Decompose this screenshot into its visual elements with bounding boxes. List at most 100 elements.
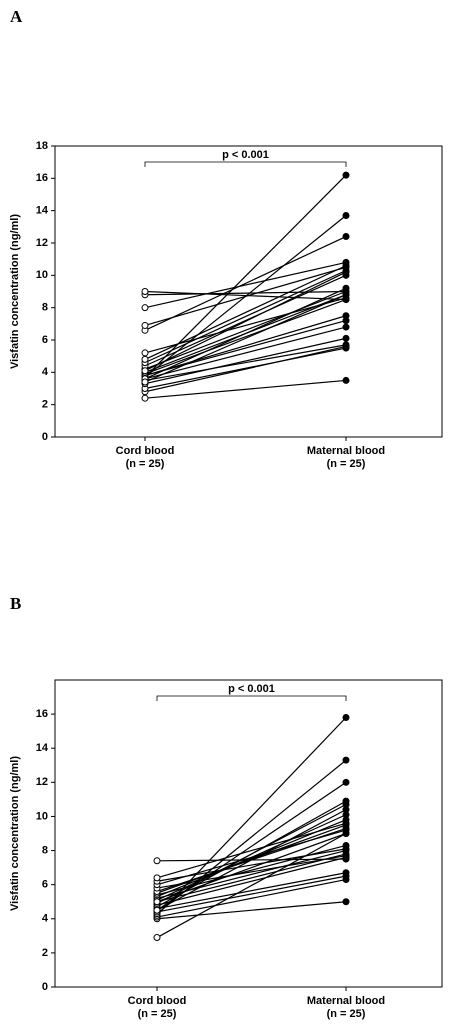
pair-line: [144, 269, 347, 364]
annotation: p < 0.001: [228, 683, 275, 695]
pair-line: [156, 824, 347, 894]
point: [342, 323, 350, 331]
pair-line: [156, 822, 347, 879]
pair-line: [144, 294, 347, 383]
pair-line: [144, 337, 347, 385]
panel-label: A: [10, 7, 23, 26]
point: [342, 341, 350, 349]
x-tick-label: Maternal blood: [307, 445, 385, 457]
pair-line: [144, 297, 347, 354]
x-tick-sublabel: (n = 25): [327, 458, 366, 470]
pair-line: [144, 347, 347, 390]
point: [141, 355, 149, 363]
y-tick-label: 6: [42, 879, 48, 891]
point: [342, 869, 350, 877]
y-tick-label: 14: [36, 742, 49, 754]
point: [342, 284, 350, 292]
point: [342, 845, 350, 853]
y-axis-label: Visfatin concentration (ng/ml): [9, 756, 21, 911]
point: [342, 714, 350, 722]
point: [141, 349, 149, 357]
bracket: [144, 161, 347, 167]
point: [342, 258, 350, 266]
pair-line: [156, 759, 347, 915]
y-tick-label: 16: [36, 708, 48, 720]
point: [141, 367, 149, 375]
y-tick-label: 8: [42, 302, 48, 314]
pair-line: [144, 287, 347, 380]
pair-line: [144, 326, 347, 380]
pair-line: [156, 809, 347, 911]
point: [342, 830, 350, 837]
plot-frame: [54, 145, 443, 438]
pair-line: [144, 261, 347, 309]
pair-line: [144, 315, 347, 377]
point: [141, 288, 149, 295]
pair-line: [144, 299, 347, 375]
pair-line: [156, 848, 347, 882]
point: [153, 934, 161, 942]
point: [342, 171, 350, 179]
pair-line: [156, 875, 347, 913]
y-tick-label: 10: [36, 269, 48, 281]
point: [141, 378, 149, 386]
point: [153, 874, 161, 882]
bracket: [156, 695, 347, 701]
point: [141, 321, 149, 329]
pair-line: [156, 901, 347, 920]
y-tick-label: 2: [42, 947, 48, 959]
pair-line: [144, 379, 347, 399]
y-axis-label: Visfatin concentration (ng/ml): [9, 214, 21, 369]
y-tick-label: 10: [36, 810, 48, 822]
y-tick-label: 18: [36, 140, 48, 152]
pair-line: [144, 320, 347, 377]
y-tick-label: 4: [42, 366, 49, 378]
pair-line: [156, 872, 347, 910]
y-tick-label: 6: [42, 334, 48, 346]
y-tick-label: 16: [36, 172, 48, 184]
point: [153, 906, 161, 914]
pair-line: [144, 290, 347, 301]
point: [342, 268, 350, 276]
point: [342, 778, 350, 786]
pair-line: [144, 290, 347, 370]
pair-line: [144, 274, 347, 367]
x-tick-label: Cord blood: [128, 995, 187, 1007]
pair-line: [144, 344, 347, 382]
panel-label: B: [10, 594, 21, 613]
pair-line: [144, 266, 347, 327]
pair-line: [156, 832, 347, 903]
y-tick-label: 12: [36, 776, 48, 788]
point: [342, 334, 350, 342]
pair-line: [144, 235, 347, 331]
point: [342, 806, 350, 814]
pair-line: [144, 345, 347, 393]
x-tick-sublabel: (n = 25): [138, 1008, 177, 1020]
pair-line: [156, 855, 347, 889]
x-tick-label: Maternal blood: [307, 995, 385, 1007]
y-tick-label: 4: [42, 913, 49, 925]
point: [342, 212, 350, 220]
pair-line: [144, 271, 347, 372]
point: [342, 855, 350, 863]
y-tick-label: 0: [42, 981, 48, 993]
point: [153, 857, 161, 865]
pair-line: [156, 878, 347, 918]
point: [342, 756, 350, 764]
x-tick-sublabel: (n = 25): [126, 458, 165, 470]
point: [141, 304, 149, 312]
point: [342, 819, 350, 827]
point: [153, 898, 161, 906]
x-tick-sublabel: (n = 25): [327, 1008, 366, 1020]
point: [342, 233, 350, 241]
pair-line: [144, 290, 347, 296]
point: [342, 376, 350, 384]
y-tick-label: 14: [36, 205, 49, 217]
annotation: p < 0.001: [222, 149, 269, 161]
point: [342, 312, 350, 320]
plot-frame: [54, 679, 443, 988]
point: [342, 291, 350, 299]
pair-line: [156, 856, 347, 906]
y-tick-label: 0: [42, 431, 48, 443]
